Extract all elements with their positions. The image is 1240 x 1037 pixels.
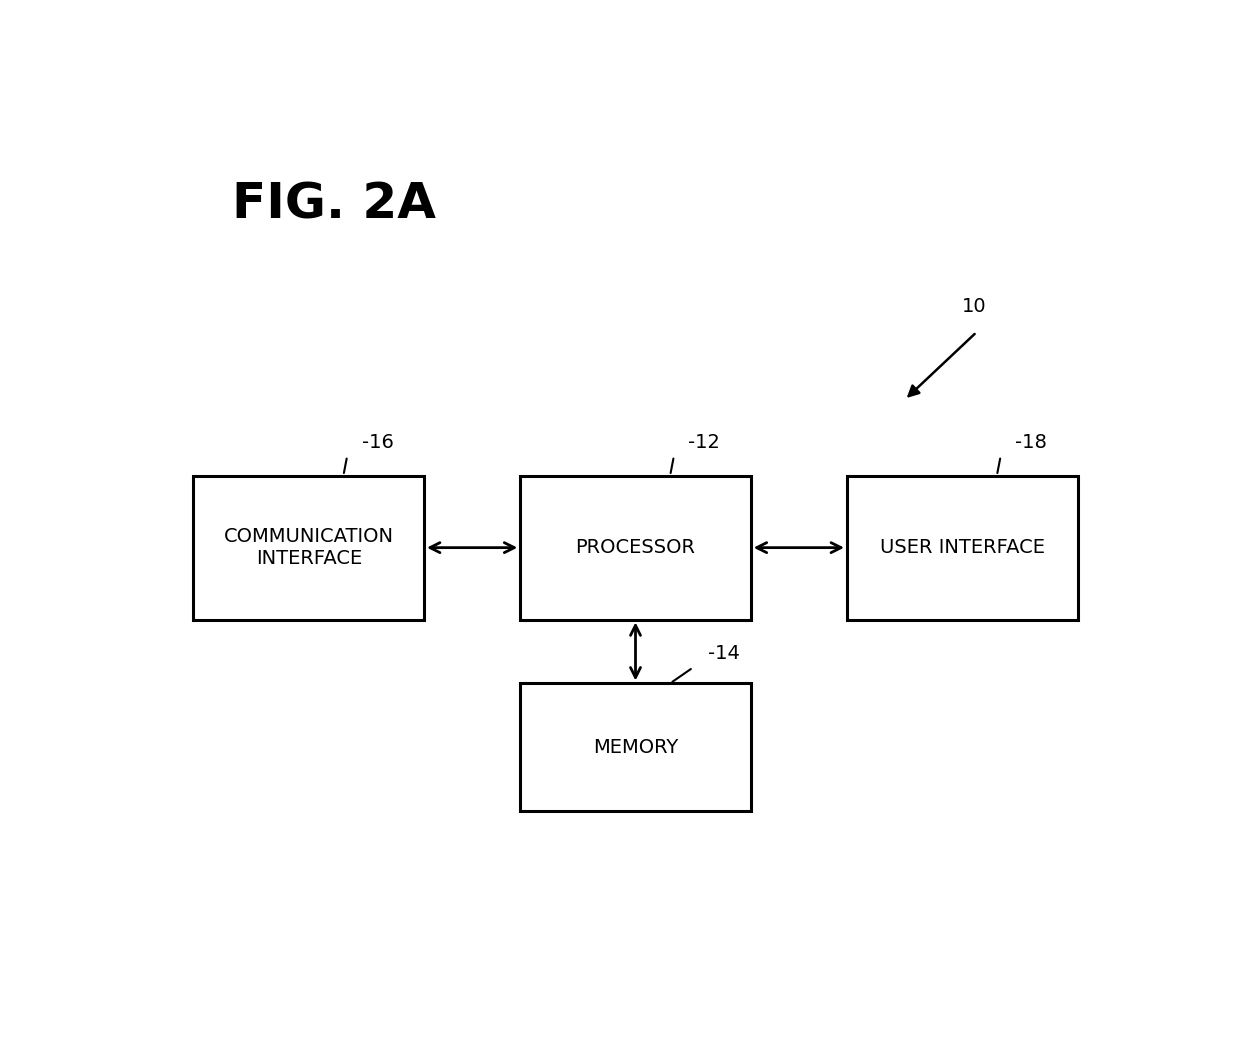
Bar: [193, 476, 424, 619]
Text: MEMORY: MEMORY: [593, 737, 678, 757]
Bar: [521, 476, 751, 619]
Bar: [521, 683, 751, 811]
Text: 10: 10: [962, 297, 987, 316]
Bar: [847, 476, 1078, 619]
Text: -16: -16: [362, 432, 393, 452]
Text: PROCESSOR: PROCESSOR: [575, 538, 696, 557]
Text: USER INTERFACE: USER INTERFACE: [879, 538, 1045, 557]
Text: -12: -12: [688, 432, 720, 452]
Text: -18: -18: [1016, 432, 1047, 452]
Text: COMMUNICATION
INTERFACE: COMMUNICATION INTERFACE: [223, 527, 394, 568]
Text: FIG. 2A: FIG. 2A: [232, 180, 436, 228]
Text: -14: -14: [708, 644, 739, 664]
